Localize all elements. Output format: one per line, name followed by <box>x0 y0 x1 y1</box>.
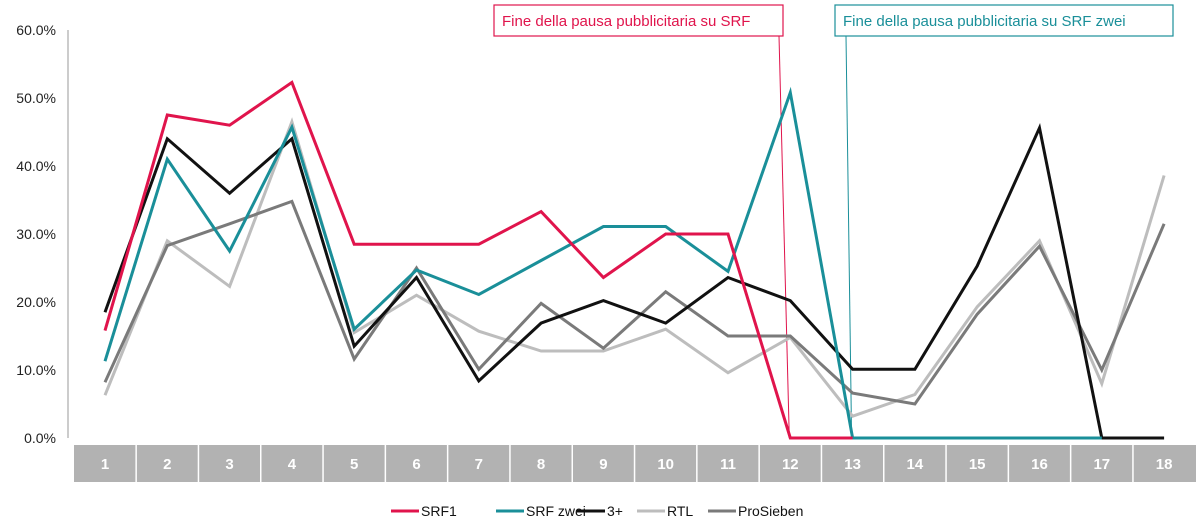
annotation-box <box>493 4 784 37</box>
y-axis: 0.0% 10.0% 20.0% 30.0% 40.0% 50.0% 60.0% <box>16 22 69 446</box>
legend-label-srf-zwei[interactable]: SRF zwei <box>526 503 586 519</box>
annotation-leader-line <box>778 35 790 439</box>
legend-label-prosieben[interactable]: ProSieben <box>738 503 803 519</box>
legend[interactable]: SRF1 SRF zwei 3+ RTL ProSieben <box>391 503 803 519</box>
y-tick-label: 30.0% <box>16 226 56 242</box>
annotations: Fine della pausa pubblicitaria su SRF Fin… <box>493 4 1174 439</box>
x-tick-label: 2 <box>163 456 171 473</box>
legend-label-3[interactable]: 3+ <box>607 503 623 519</box>
annotation-text: Fine della pausa pubblicitaria su SRF <box>502 13 750 30</box>
legend-label-rtl[interactable]: RTL <box>667 503 693 519</box>
legend-label-srf1[interactable]: SRF1 <box>421 503 457 519</box>
x-tick-label: 5 <box>350 456 358 473</box>
x-tick-label: 12 <box>782 456 799 473</box>
x-tick-label: 16 <box>1031 456 1048 473</box>
series-line-srf1 <box>103 80 853 440</box>
y-tick-label: 20.0% <box>16 294 56 310</box>
y-tick-label: 0.0% <box>24 430 56 446</box>
x-tick-label: 6 <box>412 456 420 473</box>
y-tick-label: 10.0% <box>16 362 56 378</box>
x-axis: 1 2 3 4 5 6 7 8 9 10 11 12 13 14 15 16 17 18 <box>74 445 1196 482</box>
y-tick-label: 50.0% <box>16 90 56 106</box>
annotation-text: Fine della pausa pubblicitaria su SRF zw… <box>843 13 1126 30</box>
x-tick-label: 18 <box>1156 456 1173 473</box>
x-tick-label: 17 <box>1093 456 1110 473</box>
x-tick-label: 4 <box>288 456 297 473</box>
series-lines <box>103 80 1166 440</box>
y-tick-label: 60.0% <box>16 22 56 38</box>
series-line-rtl <box>103 117 1166 418</box>
x-tick-label: 15 <box>969 456 986 473</box>
x-tick-label: 1 <box>101 456 109 473</box>
x-tick-label: 14 <box>907 456 924 473</box>
x-tick-label: 3 <box>225 456 233 473</box>
x-tick-label: 13 <box>844 456 861 473</box>
series-line-prosieben <box>103 199 1166 406</box>
annotation-box <box>834 4 1174 37</box>
x-tick-label: 8 <box>537 456 545 473</box>
x-tick-label: 7 <box>475 456 483 473</box>
x-tick-label: 10 <box>657 456 674 473</box>
annotation-leader-line <box>845 35 853 439</box>
y-tick-label: 40.0% <box>16 158 56 174</box>
x-tick-label: 9 <box>599 456 607 473</box>
series-line-srf-zwei <box>103 86 1102 440</box>
x-tick-label: 11 <box>720 456 736 473</box>
